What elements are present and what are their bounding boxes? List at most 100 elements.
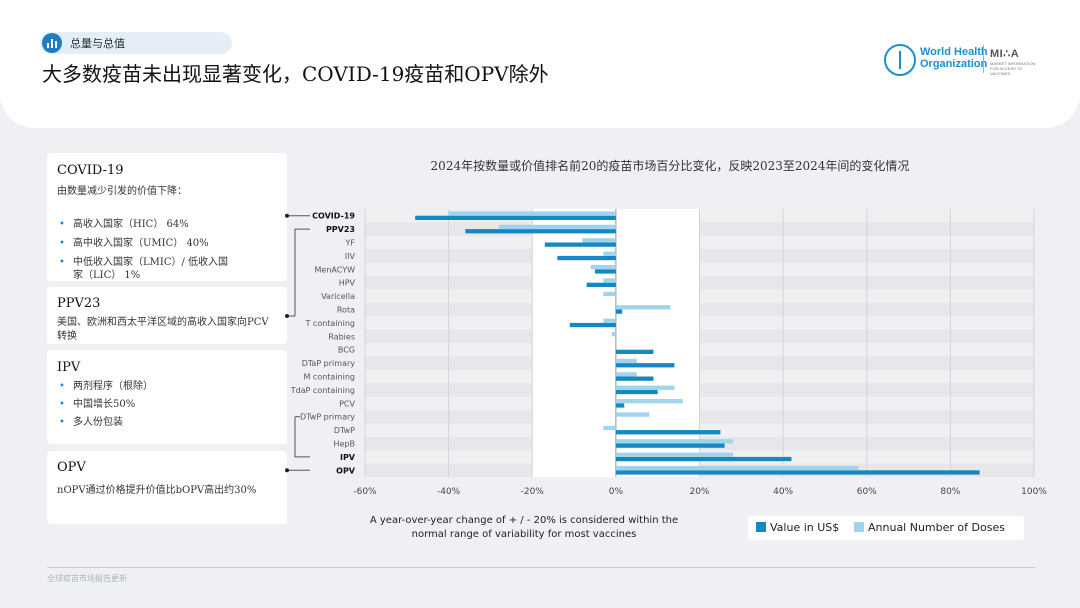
category-label: OPV bbox=[336, 466, 356, 475]
category-label: HepB bbox=[333, 440, 355, 449]
bar-doses bbox=[615, 358, 637, 364]
list-item: 两剂程序（根除） bbox=[57, 380, 257, 393]
legend-swatch bbox=[756, 522, 766, 532]
who-logo-text: World Health Organization bbox=[920, 46, 988, 70]
ipv-card: IPV 两剂程序（根除） 中国增长50% 多人份包装 bbox=[47, 350, 287, 444]
bar-value bbox=[615, 376, 654, 381]
category-label: M containing bbox=[303, 373, 355, 382]
x-tick-label: -20% bbox=[521, 487, 545, 497]
category-label: HPV bbox=[339, 279, 356, 288]
category-label: Rota bbox=[337, 306, 355, 315]
connector-dot bbox=[285, 314, 289, 318]
bar-value bbox=[615, 309, 623, 314]
category-label: PCV bbox=[339, 399, 355, 408]
footer-divider bbox=[47, 567, 1035, 568]
list-item: 高中收入国家（UMIC） 40% bbox=[57, 237, 237, 250]
page-title: 大多数疫苗未出现显著变化，COVID-19疫苗和OPV除外 bbox=[42, 62, 549, 86]
legend-swatch bbox=[854, 522, 864, 532]
bar-doses bbox=[582, 238, 616, 243]
footer-text: 全球疫苗市场报告更新 bbox=[47, 574, 127, 583]
bar-doses bbox=[603, 318, 616, 323]
logo-divider bbox=[983, 45, 984, 73]
bar-doses bbox=[615, 452, 733, 457]
opv-card-text: nOPV通过价格提升价值比bOPV高出约30% bbox=[57, 485, 257, 496]
bar-doses bbox=[615, 399, 683, 404]
bar-doses bbox=[590, 265, 616, 270]
ppv23-card-text: 美国、欧洲和西太平洋区域的高收入国家向PCV转换 bbox=[57, 317, 269, 342]
x-tick-label: 80% bbox=[940, 487, 960, 497]
bar-value bbox=[615, 443, 725, 448]
opv-card-title: OPV bbox=[57, 460, 86, 475]
category-label: TdaP containing bbox=[290, 386, 355, 395]
bar-doses bbox=[603, 251, 616, 256]
bar-doses bbox=[498, 224, 616, 230]
chart-title: 2024年按数量或价值排名前20的疫苗市场百分比变化，反映2023至2024年间… bbox=[430, 159, 910, 173]
chart-note: A year-over-year change of + / - 20% is … bbox=[369, 515, 679, 540]
bar-doses bbox=[615, 466, 859, 471]
x-tick-label: -60% bbox=[353, 487, 377, 497]
bar-doses bbox=[615, 412, 650, 417]
x-tick-label: -40% bbox=[437, 487, 461, 497]
category-label: T containing bbox=[305, 319, 356, 328]
bar-value bbox=[569, 322, 616, 328]
category-label: DTwP bbox=[334, 426, 355, 435]
who-globe-icon bbox=[884, 44, 916, 76]
bar-value bbox=[586, 282, 616, 287]
bar-doses bbox=[615, 305, 671, 310]
opv-card: OPV nOPV通过价格提升价值比bOPV高出约30% bbox=[47, 451, 287, 524]
category-label: Varicella bbox=[321, 292, 355, 301]
chart-legend: Value in US$ Annual Number of Doses bbox=[748, 516, 1024, 540]
bar-doses bbox=[611, 332, 616, 337]
bar-value bbox=[615, 456, 792, 462]
category-label: COVID-19 bbox=[312, 212, 355, 221]
bar-value bbox=[415, 215, 616, 220]
category-label: BCG bbox=[338, 346, 355, 355]
x-tick-label: 60% bbox=[857, 487, 877, 497]
x-tick-label: 20% bbox=[689, 487, 709, 497]
category-label: IPV bbox=[340, 453, 356, 462]
ppv23-card-title: PPV23 bbox=[57, 296, 101, 311]
category-label: DTaP primary bbox=[302, 359, 356, 368]
category-label: YF bbox=[345, 239, 356, 248]
bar-value bbox=[615, 403, 625, 408]
list-item: 中低收入国家（LMIC）/ 低收入国家（LIC） 1% bbox=[57, 256, 237, 282]
connector-line bbox=[294, 228, 310, 316]
bar-doses bbox=[603, 425, 616, 431]
section-tag: 总量与总值 bbox=[40, 32, 232, 54]
covid-card-title: COVID-19 bbox=[57, 163, 124, 178]
bar-doses bbox=[615, 385, 675, 390]
x-tick-label: 40% bbox=[773, 487, 793, 497]
bar-doses bbox=[615, 372, 637, 377]
x-tick-label: 100% bbox=[1021, 487, 1047, 497]
mia-tagline: MARKET INFORMATION FOR ACCESS TO VACCINE… bbox=[990, 61, 1036, 76]
bar-value bbox=[594, 269, 616, 274]
covid-card: COVID-19 由数量减少引发的价值下降： 高收入国家（HIC） 64% 高中… bbox=[47, 153, 287, 281]
bar-value bbox=[615, 363, 675, 368]
bar-value bbox=[615, 349, 654, 354]
bar-value bbox=[544, 242, 616, 247]
bar-chart-icon bbox=[42, 33, 62, 53]
list-item: 高收入国家（HIC） 64% bbox=[57, 218, 237, 231]
legend-item-value: Value in US$ bbox=[756, 521, 839, 534]
legend-item-doses: Annual Number of Doses bbox=[854, 521, 1005, 534]
bar-value bbox=[465, 229, 616, 234]
bar-doses bbox=[603, 278, 616, 283]
covid-bullet-list: 高收入国家（HIC） 64% 高中收入国家（UMIC） 40% 中低收入国家（L… bbox=[57, 218, 237, 288]
covid-card-subtitle: 由数量减少引发的价值下降： bbox=[57, 186, 187, 197]
category-label: MenACYW bbox=[315, 265, 356, 274]
list-item: 多人份包装 bbox=[57, 416, 257, 429]
ipv-card-title: IPV bbox=[57, 360, 81, 375]
bar-value bbox=[615, 430, 721, 435]
connector-dot bbox=[285, 213, 289, 218]
bar-doses bbox=[448, 211, 616, 216]
connector-line bbox=[294, 416, 310, 458]
category-label: Rabies bbox=[328, 332, 355, 341]
bar-value bbox=[615, 470, 980, 475]
x-tick-label: 0% bbox=[609, 487, 624, 497]
category-label: PPV23 bbox=[326, 225, 355, 234]
category-label: IIV bbox=[345, 252, 356, 261]
mia-logo: MI∴A bbox=[990, 48, 1020, 60]
bar-value bbox=[615, 389, 658, 395]
category-label: DTwP primary bbox=[300, 413, 355, 422]
